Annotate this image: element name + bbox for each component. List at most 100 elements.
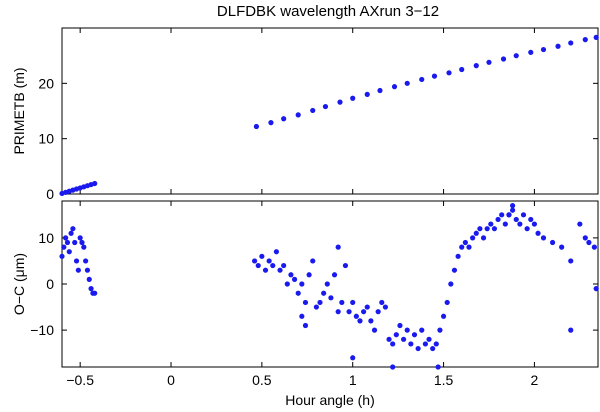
- bottom-data-point: [433, 341, 439, 347]
- top-data-point: [337, 99, 343, 105]
- bottom-data-point: [361, 309, 367, 315]
- bottom-data-point: [524, 226, 530, 232]
- top-data-point: [391, 84, 398, 90]
- bottom-data-point: [382, 304, 389, 310]
- bottom-data-point: [368, 318, 374, 324]
- bottom-data-point: [350, 355, 356, 361]
- bottom-data-point: [259, 253, 265, 259]
- bottom-data-point: [430, 345, 436, 352]
- bottom-data-point: [328, 295, 334, 301]
- bottom-data-point: [510, 203, 516, 209]
- bottom-data-point: [488, 221, 494, 227]
- top-data-point: [459, 66, 465, 73]
- bottom-data-point: [506, 212, 512, 218]
- bottom-data-point: [251, 258, 258, 264]
- bottom-data-point: [577, 221, 583, 227]
- bottom-data-point: [371, 327, 378, 333]
- top-data-point: [419, 76, 425, 83]
- bottom-data-point: [462, 239, 468, 246]
- bottom-data-point: [61, 244, 67, 250]
- top-scatter-points: [59, 34, 599, 197]
- bottom-data-point: [88, 286, 94, 292]
- bottom-data-point: [455, 253, 461, 259]
- bottom-data-point: [495, 216, 501, 223]
- bottom-data-point: [321, 290, 327, 296]
- bottom-scatter-points: [59, 203, 599, 370]
- bottom-data-point: [324, 281, 330, 287]
- top-data-point: [446, 70, 452, 76]
- top-data-point: [268, 120, 274, 126]
- bottom-data-point: [591, 244, 597, 250]
- bottom-data-point: [379, 299, 385, 306]
- bottom-data-point: [422, 341, 428, 347]
- bottom-data-point: [419, 327, 425, 333]
- top-data-point: [364, 91, 370, 97]
- bottom-ticks: −0.5 0 0.5 1 1.5 2 −10 0 10: [30, 201, 598, 388]
- bottom-data-point: [470, 235, 476, 241]
- bottom-data-point: [270, 262, 276, 269]
- bottom-x-tick-label: 2: [531, 372, 539, 388]
- bottom-data-point: [375, 309, 381, 315]
- top-data-point: [404, 80, 410, 86]
- top-data-point: [555, 43, 561, 49]
- bottom-data-point: [444, 299, 450, 306]
- bottom-data-point: [426, 336, 432, 342]
- bottom-data-point: [466, 244, 472, 250]
- bottom-data-point: [549, 239, 556, 246]
- bottom-data-point: [255, 262, 261, 269]
- bottom-y-tick-label: 10: [38, 230, 54, 246]
- bottom-data-point: [342, 262, 349, 269]
- bottom-x-tick-label: −0.5: [66, 372, 94, 388]
- bottom-data-point: [281, 262, 287, 269]
- bottom-data-point: [353, 313, 359, 319]
- bottom-data-point: [331, 272, 338, 278]
- top-data-point: [281, 116, 287, 122]
- chart-title: DLFDBK wavelength AXrun 3−12: [217, 3, 439, 20]
- x-axis-label: Hour angle (h): [285, 392, 375, 408]
- top-data-point: [92, 180, 98, 187]
- bottom-data-point: [273, 249, 279, 255]
- bottom-data-point: [440, 313, 447, 319]
- top-data-point: [350, 95, 356, 101]
- bottom-data-point: [448, 281, 454, 287]
- bottom-y-tick-label: −10: [30, 322, 54, 338]
- bottom-data-point: [499, 212, 505, 218]
- bottom-data-point: [59, 253, 65, 259]
- bottom-data-point: [302, 322, 309, 329]
- top-panel: PRIMETB (m) 0 10 20: [11, 27, 599, 202]
- bottom-data-point: [79, 239, 85, 246]
- bottom-data-point: [415, 345, 421, 352]
- bottom-x-tick-label: 0: [167, 372, 175, 388]
- bottom-data-point: [68, 230, 74, 236]
- top-data-point: [540, 46, 547, 53]
- bottom-data-point: [291, 276, 298, 282]
- bottom-data-point: [390, 341, 396, 347]
- bottom-data-point: [517, 221, 523, 227]
- bottom-data-point: [302, 299, 309, 306]
- bottom-data-point: [63, 235, 69, 241]
- bottom-data-point: [288, 272, 294, 278]
- bottom-data-point: [357, 318, 363, 324]
- bottom-data-point: [510, 207, 516, 213]
- bottom-data-point: [339, 299, 345, 306]
- top-y-tick-label: 20: [38, 75, 54, 91]
- bottom-data-point: [535, 230, 541, 236]
- bottom-data-point: [77, 235, 83, 241]
- bottom-x-tick-label: 1.5: [434, 372, 454, 388]
- top-y-tick-label: 10: [38, 131, 54, 147]
- bottom-data-point: [502, 221, 508, 227]
- bottom-data-point: [262, 267, 269, 273]
- bottom-data-point: [393, 332, 399, 338]
- bottom-data-point: [92, 290, 98, 296]
- top-data-point: [593, 34, 599, 41]
- top-data-point: [322, 103, 329, 110]
- bottom-data-point: [491, 226, 498, 232]
- bottom-data-point: [266, 258, 272, 264]
- bottom-y-tick-label: 0: [46, 276, 54, 292]
- bottom-data-point: [81, 244, 87, 250]
- bottom-data-point: [435, 364, 441, 370]
- bottom-data-point: [568, 258, 574, 264]
- top-data-point: [582, 37, 588, 43]
- top-data-point: [377, 87, 383, 94]
